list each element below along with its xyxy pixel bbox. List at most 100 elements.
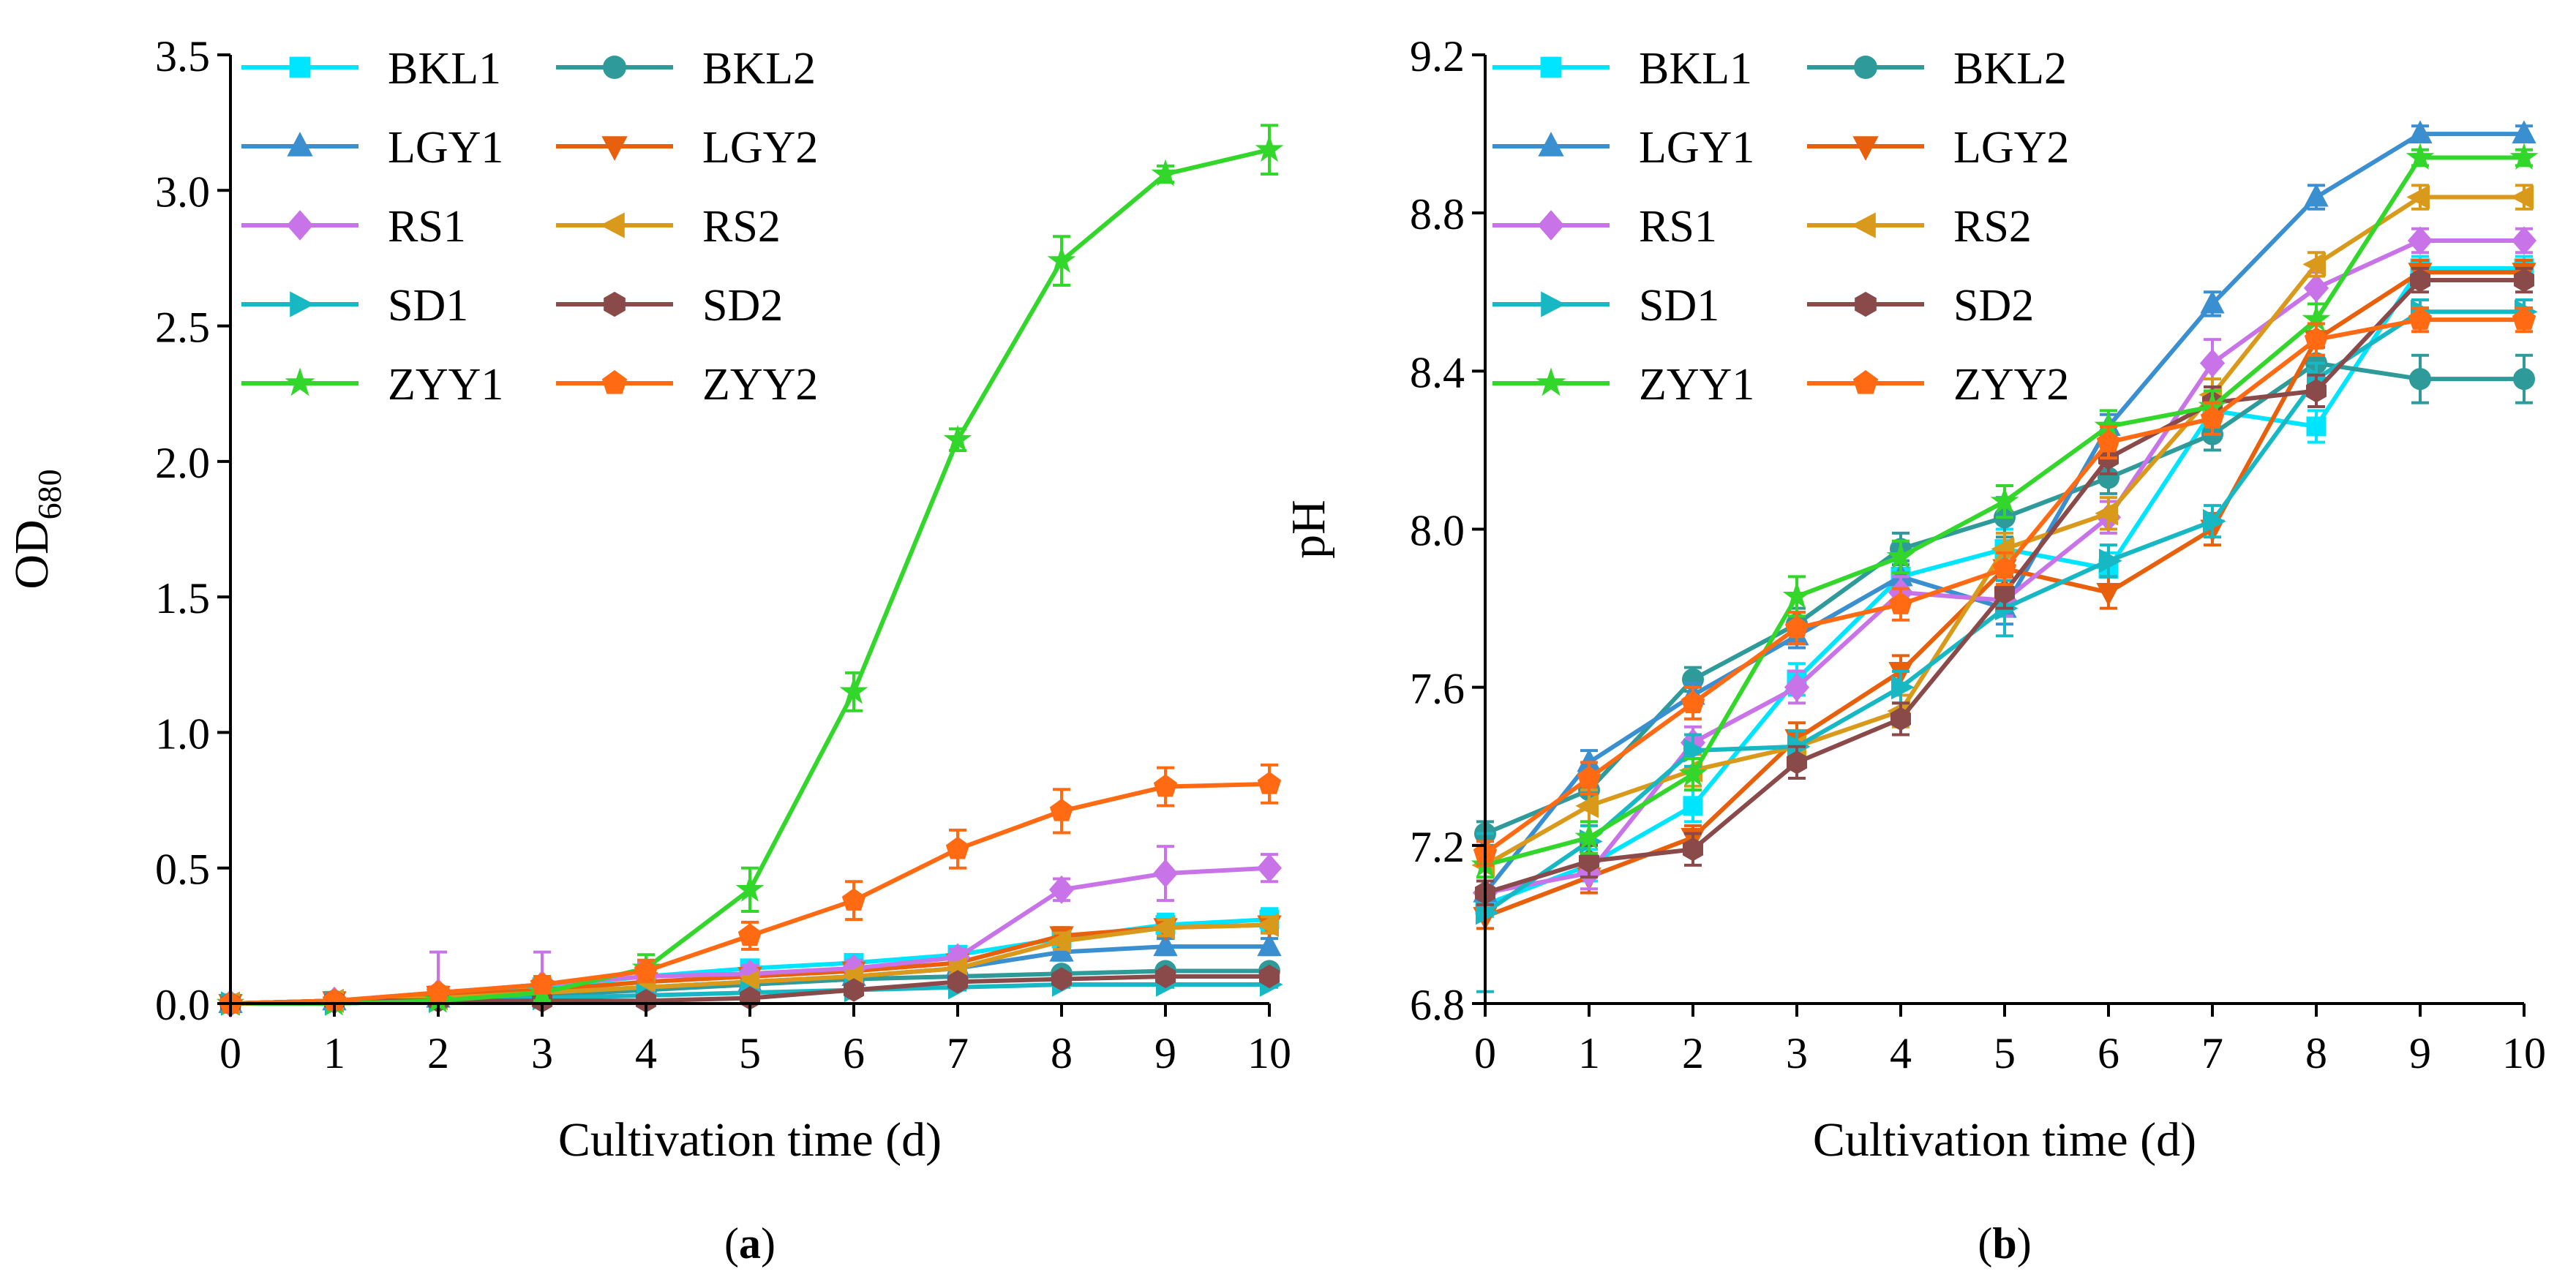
data-point-rs2 (1575, 794, 1599, 818)
data-point-rs2 (2406, 184, 2430, 210)
x-tick-label: 0 (1474, 1029, 1496, 1077)
legend-item-sd1: SD1 (241, 281, 468, 331)
series-zyy2 (1473, 306, 2536, 867)
y-tick-label: 6.8 (1410, 981, 1465, 1029)
legend-label-zyy2: ZYY2 (1953, 360, 2069, 410)
series-zyy1 (1471, 143, 2539, 879)
x-tick-label: 3 (531, 1029, 553, 1077)
legend-item-lgy2: LGY2 (556, 123, 818, 173)
legend-item-zyy1: ZYY1 (1492, 360, 1754, 410)
x-tick-label: 7 (2201, 1029, 2223, 1077)
legend-marker-lgy2 (1852, 136, 1879, 161)
legend-label-rs2: RS2 (702, 202, 781, 252)
y-tick-label: 0.5 (155, 846, 210, 894)
legend-item-zyy2: ZYY2 (556, 360, 818, 410)
legend-item-rs1: RS1 (241, 202, 466, 252)
data-point-sd1 (1683, 738, 1707, 763)
y-axis-label-a: OD680 (5, 469, 68, 589)
x-tick-label: 0 (219, 1029, 241, 1077)
panel-letter-a: a (739, 1219, 761, 1268)
legend-marker-bkl2 (603, 56, 626, 79)
x-tick-label: 6 (843, 1029, 865, 1077)
y-tick-label: 2.0 (155, 439, 210, 487)
data-point-sd1 (2203, 509, 2226, 534)
legend-label-rs1: RS1 (1639, 202, 1717, 252)
data-point-sd2 (844, 978, 864, 1002)
data-point-sd1 (1476, 900, 1499, 925)
data-point-zyy2 (945, 836, 970, 859)
data-point-rs2 (2095, 501, 2118, 526)
legend-marker-sd1 (290, 291, 315, 317)
data-point-zyy1 (943, 424, 972, 452)
data-point-lgy1 (2408, 120, 2433, 144)
data-point-bkl2 (2098, 467, 2119, 489)
legend-marker-lgy2 (601, 136, 628, 161)
data-point-sd2 (1787, 750, 1807, 775)
y-tick-label: 8.4 (1410, 348, 1465, 396)
data-point-zyy2 (2200, 406, 2225, 429)
legend-item-bkl2: BKL2 (556, 44, 816, 94)
data-point-rs1 (2407, 226, 2433, 255)
legend-item-sd2: SD2 (556, 281, 783, 331)
legend-marker-rs2 (1851, 212, 1876, 238)
y-tick-label: 8.0 (1410, 507, 1465, 555)
x-tick-label: 4 (635, 1029, 657, 1077)
y-axis-label-b-main: pH (1282, 500, 1335, 559)
legend-marker-bkl1 (289, 56, 311, 78)
legend-item-lgy1: LGY1 (1492, 123, 1754, 173)
data-point-sd1 (1891, 675, 1915, 700)
axes-b: 6.8 7.2 7.6 8.0 8.4 8.8 9.2 0 1 2 3 4 5 6 7 8 9 10 (1410, 32, 2546, 1077)
legend-marker-lgy1 (1538, 132, 1564, 157)
x-tick-label: 5 (739, 1029, 761, 1077)
x-tick-label: 4 (1890, 1029, 1912, 1077)
x-axis-label-b: Cultivation time (d) (1813, 1113, 2196, 1167)
legend-label-zyy1: ZYY1 (388, 360, 503, 410)
data-point-zyy2 (737, 923, 762, 946)
data-point-zyy2 (426, 980, 451, 1003)
data-point-sd2 (1579, 849, 1599, 873)
data-point-zyy2 (1888, 592, 1913, 614)
data-point-zyy1 (1886, 541, 1915, 569)
data-point-zyy1 (1678, 759, 1708, 787)
legend-a: BKL1 BKL2 LGY1 LGY2 RS1 RS2 SD1 SD2 ZYY1 ZYY2 (241, 44, 818, 410)
data-point-zyy2 (1577, 765, 1601, 788)
x-tick-label: 10 (2502, 1029, 2546, 1077)
data-point-sd1 (2099, 549, 2122, 573)
legend-label-lgy1: LGY1 (1639, 123, 1754, 173)
data-point-rs2 (1152, 915, 1175, 940)
legend-item-bkl1: BKL1 (1492, 44, 1752, 94)
data-point-rs2 (2302, 252, 2326, 277)
data-point-zyy2 (634, 958, 658, 982)
legend-marker-bkl1 (1540, 56, 1562, 78)
legend-item-sd2: SD2 (1807, 281, 2034, 331)
data-point-lgy1 (2200, 290, 2225, 314)
data-point-rs1 (2511, 226, 2537, 255)
legend-label-lgy2: LGY2 (702, 123, 818, 173)
legend-item-lgy1: LGY1 (241, 123, 503, 173)
data-point-zyy1 (1255, 135, 1284, 162)
data-point-bkl2 (1682, 668, 1704, 690)
chart-panel-a: 0.0 0.5 1.0 1.5 2.0 2.5 3.0 3.5 0 1 2 3 4 5 6 7 8 9 10 BKL… (5, 32, 1291, 1268)
plot-area-b (1471, 120, 2539, 993)
data-point-zyy2 (2304, 327, 2329, 350)
y-tick-label: 8.8 (1410, 190, 1465, 238)
legend-label-lgy1: LGY1 (388, 123, 503, 173)
plot-area-a (216, 124, 1284, 1018)
y-tick-label: 2.5 (155, 304, 210, 352)
y-tick-label: 3.5 (155, 32, 210, 80)
x-tick-label: 1 (1578, 1029, 1600, 1077)
x-tick-label: 2 (1682, 1029, 1704, 1077)
legend-label-zyy2: ZYY2 (702, 360, 818, 410)
data-point-zyy2 (2408, 307, 2433, 330)
data-point-rs1 (2199, 349, 2226, 378)
legend-item-bkl2: BKL2 (1807, 44, 2067, 94)
legend-b: BKL1 BKL2 LGY1 LGY2 RS1 RS2 SD1 SD2 ZYY1 ZYY2 (1492, 44, 2069, 410)
legend-label-bkl1: BKL1 (388, 44, 501, 94)
data-point-lgy1 (1257, 933, 1282, 957)
x-tick-label: 10 (1247, 1029, 1291, 1077)
data-point-bkl2 (2513, 368, 2535, 391)
data-point-lgy1 (2304, 183, 2329, 207)
legend-label-rs1: RS1 (388, 202, 466, 252)
legend-label-sd2: SD2 (1953, 281, 2034, 331)
